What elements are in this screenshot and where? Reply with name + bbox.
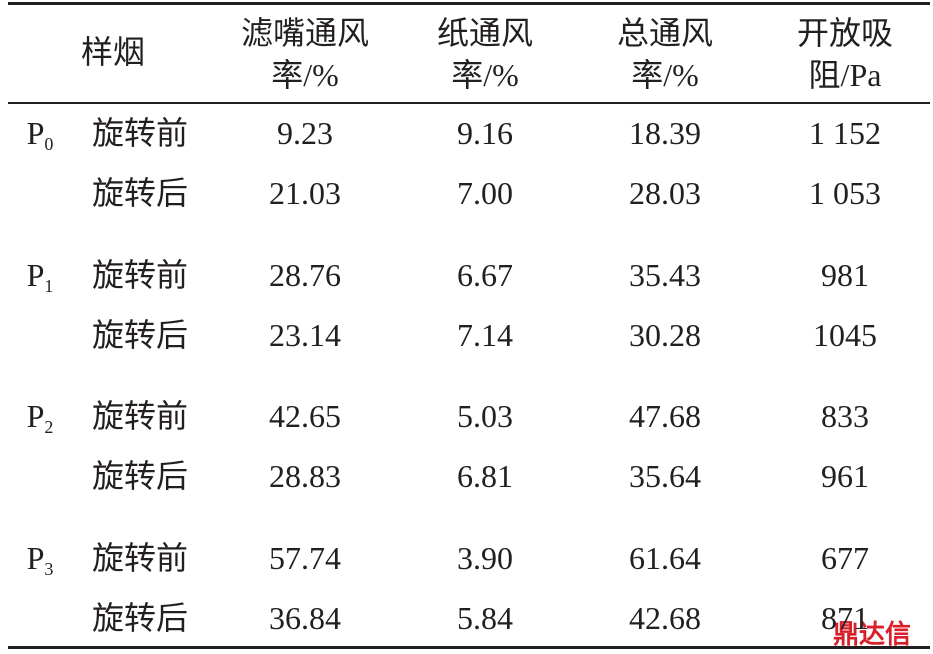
column-header: 纸通风 <box>436 15 534 51</box>
cell-value: 28.03 <box>629 175 701 211</box>
cell-value: 35.43 <box>629 257 701 293</box>
column-header: 滤嘴通风 <box>240 15 370 51</box>
cell-value: 677 <box>821 540 869 576</box>
sample-subscript: 3 <box>44 559 54 579</box>
cell-value: 961 <box>821 458 869 494</box>
cell-value: 21.03 <box>269 175 341 211</box>
cell-value: 9.23 <box>277 115 333 151</box>
cell-value: 1 152 <box>809 115 881 151</box>
header-rule <box>8 102 930 104</box>
column-header: 率/% <box>631 57 699 93</box>
state-label: 旋转后 <box>91 600 189 636</box>
cell-value: 28.76 <box>269 257 341 293</box>
cell-value: 47.68 <box>629 398 701 434</box>
sample-header: 样烟 <box>80 34 146 70</box>
cell-value: 6.81 <box>457 458 513 494</box>
column-header: 开放吸 <box>796 15 894 51</box>
sample-subscript: 2 <box>44 417 54 437</box>
sample-label: P3 <box>27 542 54 578</box>
column-header: 阻/Pa <box>808 57 882 93</box>
cell-value: 1045 <box>813 317 877 353</box>
cell-value: 981 <box>821 257 869 293</box>
cell-value: 30.28 <box>629 317 701 353</box>
cell-value: 871 <box>821 600 869 636</box>
bottom-rule <box>8 646 930 649</box>
column-header: 率/% <box>451 57 519 93</box>
sample-subscript: 0 <box>44 134 54 154</box>
sample-label: P0 <box>27 117 54 153</box>
state-label: 旋转后 <box>91 317 189 353</box>
cell-value: 61.64 <box>629 540 701 576</box>
sample-name: P <box>26 257 45 293</box>
cell-value: 3.90 <box>457 540 513 576</box>
cell-value: 57.74 <box>269 540 341 576</box>
state-label: 旋转后 <box>91 175 189 211</box>
cell-value: 5.84 <box>457 600 513 636</box>
cell-value: 36.84 <box>269 600 341 636</box>
state-label: 旋转前 <box>91 540 189 576</box>
cell-value: 7.00 <box>457 175 513 211</box>
sample-label: P1 <box>27 259 54 295</box>
column-header: 率/% <box>271 57 339 93</box>
state-label: 旋转前 <box>91 398 189 434</box>
state-label: 旋转前 <box>91 115 189 151</box>
cell-value: 35.64 <box>629 458 701 494</box>
watermark: 鼎达信 <box>833 620 912 650</box>
cell-value: 9.16 <box>457 115 513 151</box>
cell-value: 6.67 <box>457 257 513 293</box>
state-label: 旋转前 <box>91 257 189 293</box>
cell-value: 42.65 <box>269 398 341 434</box>
top-rule <box>8 2 930 5</box>
sample-name: P <box>26 540 45 576</box>
cell-value: 1 053 <box>809 175 881 211</box>
cell-value: 28.83 <box>269 458 341 494</box>
cell-value: 5.03 <box>457 398 513 434</box>
sample-subscript: 1 <box>44 276 54 296</box>
cell-value: 7.14 <box>457 317 513 353</box>
cell-value: 42.68 <box>629 600 701 636</box>
column-header: 总通风 <box>616 15 714 51</box>
sample-name: P <box>26 398 45 434</box>
state-label: 旋转后 <box>91 458 189 494</box>
sample-label: P2 <box>27 400 54 436</box>
cell-value: 18.39 <box>629 115 701 151</box>
cell-value: 23.14 <box>269 317 341 353</box>
sample-name: P <box>26 115 45 151</box>
cell-value: 833 <box>821 398 869 434</box>
